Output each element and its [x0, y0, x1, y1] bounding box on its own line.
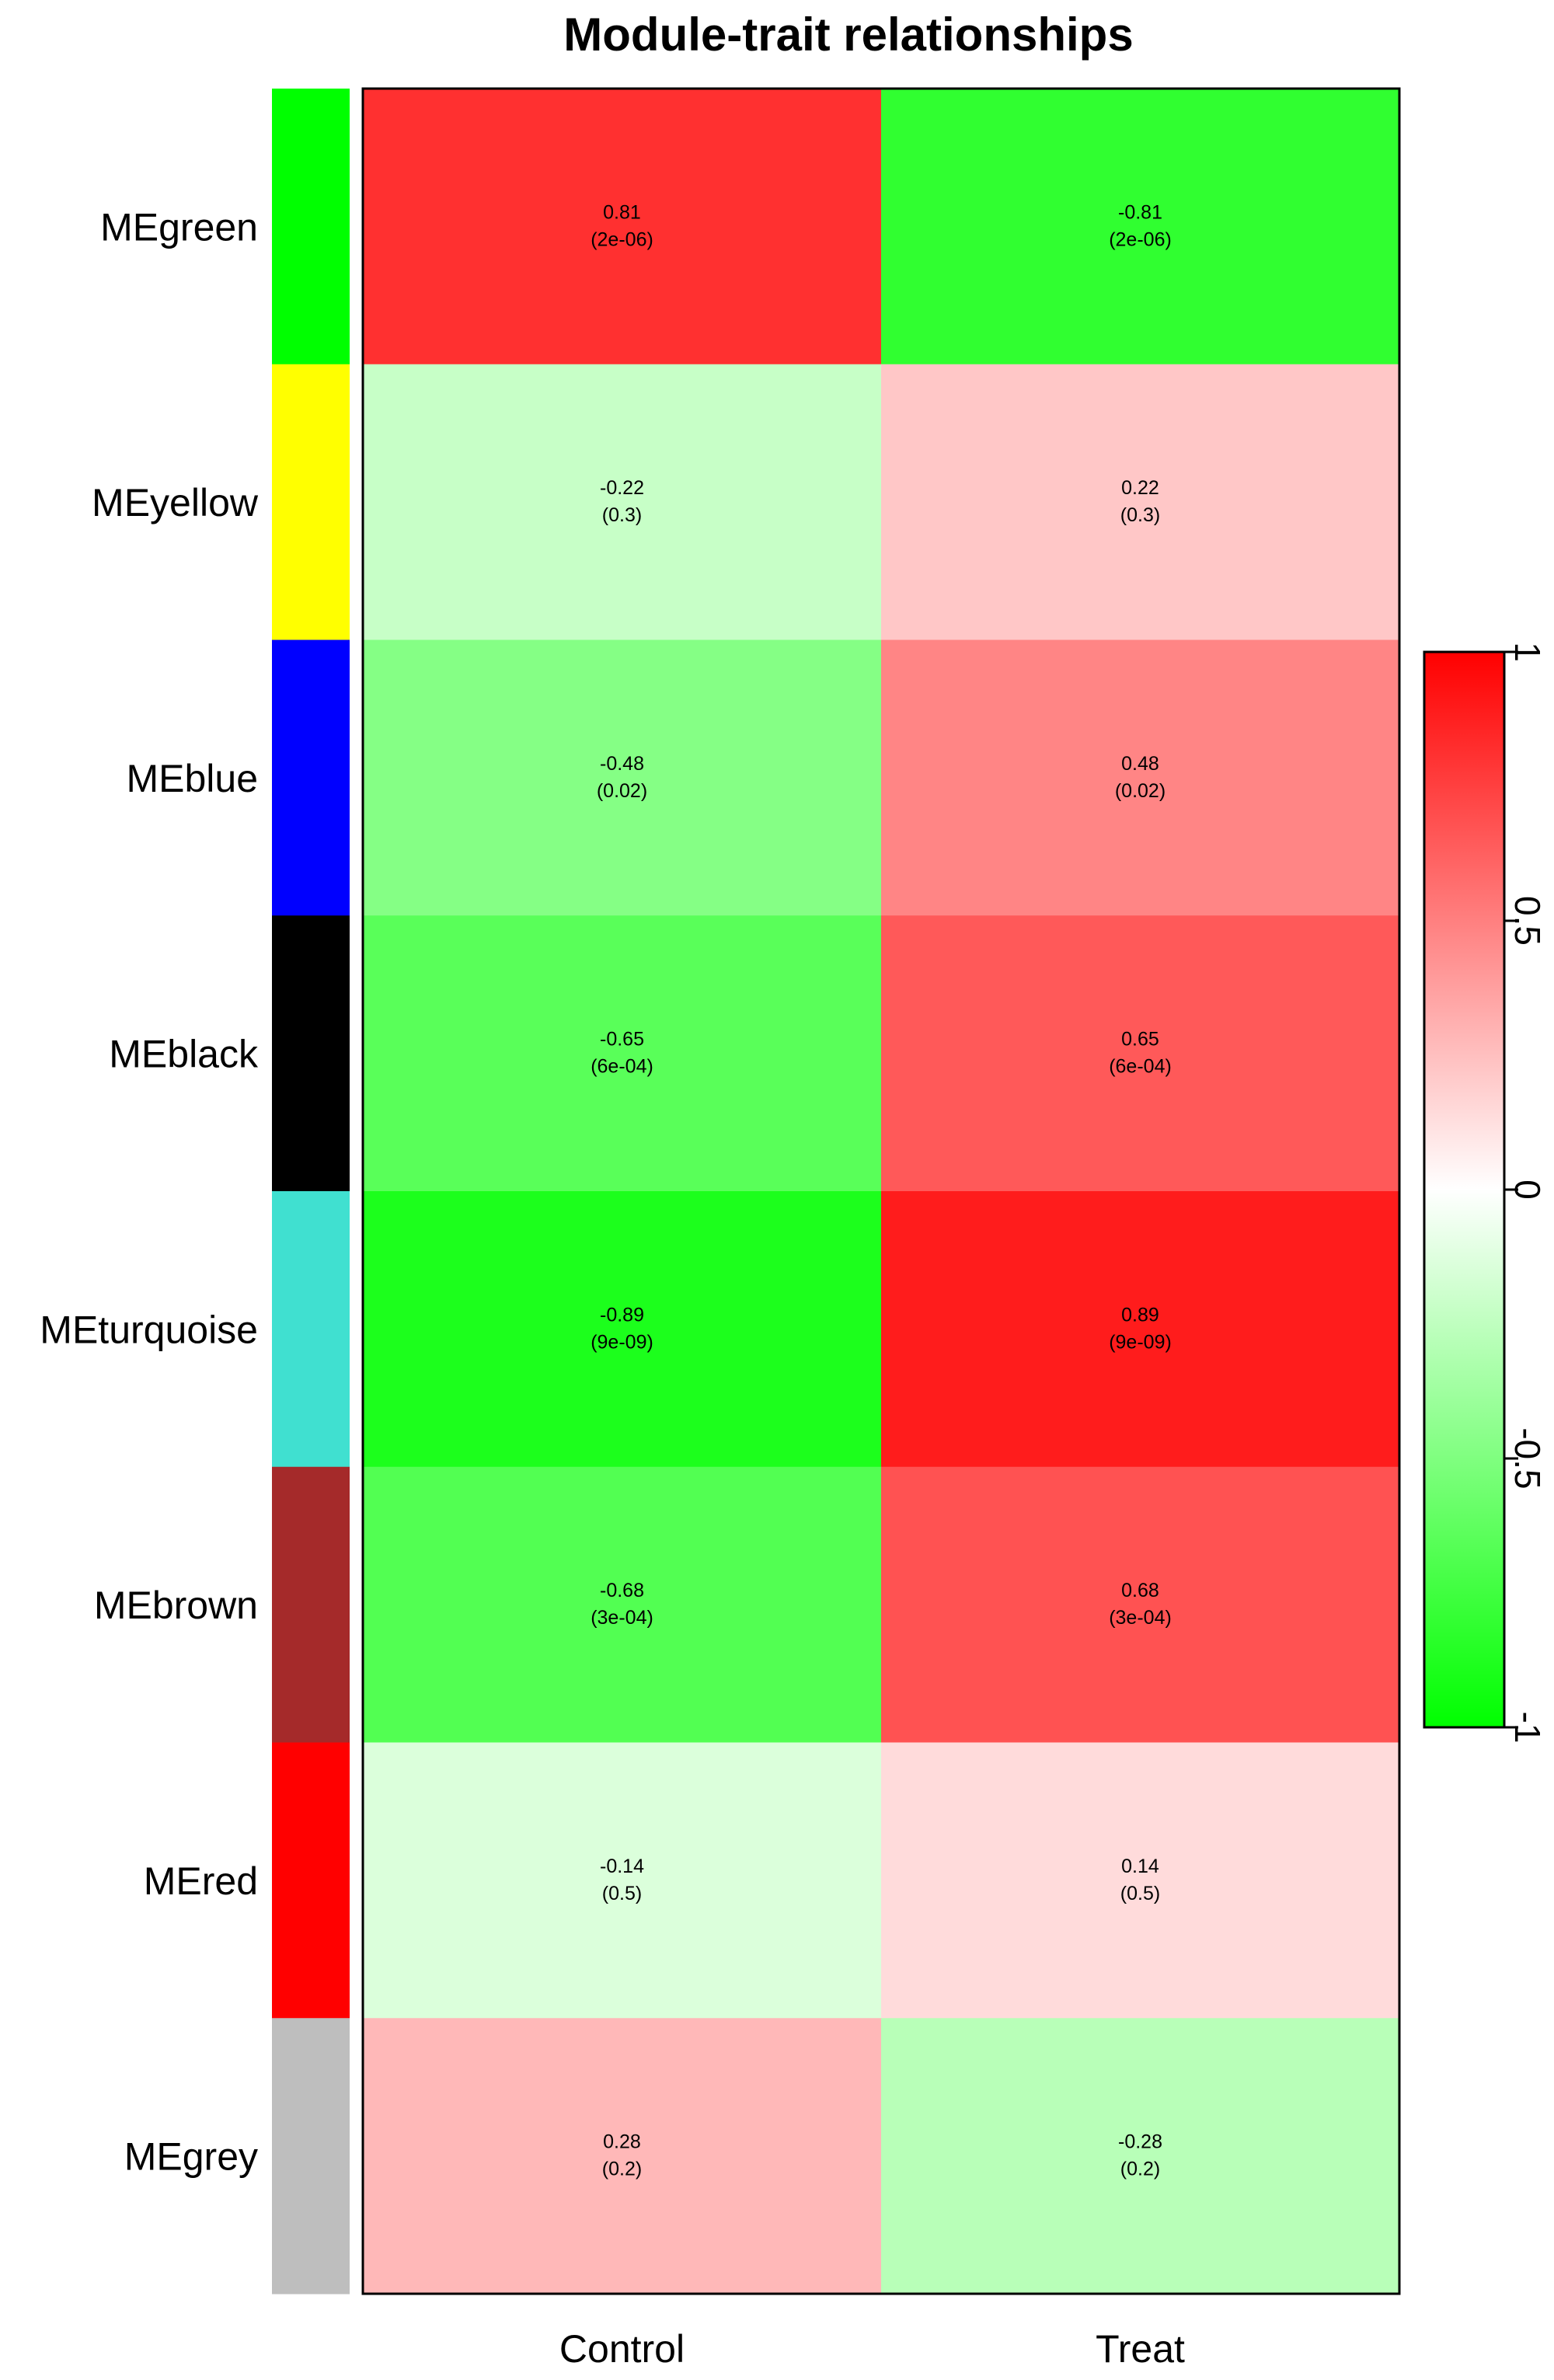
cell-pvalue-MEgreen-Control: (2e-06) — [591, 228, 653, 250]
cell-pvalue-MEbrown-Treat: (3e-04) — [1109, 1607, 1172, 1629]
cell-pvalue-MEblack-Control: (6e-04) — [591, 1056, 653, 1078]
cell-MEblack-Control — [363, 915, 882, 1192]
cell-MEyellow-Treat — [881, 364, 1400, 640]
module-bar-MEgrey — [272, 2018, 350, 2295]
cell-value-MEyellow-Control: -0.22 — [600, 477, 644, 499]
cell-pvalue-MEgreen-Treat: (2e-06) — [1109, 228, 1172, 250]
cell-MEblue-Treat — [881, 639, 1400, 916]
row-label-MEblack: MEblack — [109, 1033, 259, 1076]
cell-pvalue-MEred-Control: (0.5) — [602, 1883, 642, 1904]
cell-value-MEgrey-Control: 0.28 — [603, 2131, 641, 2153]
cell-value-MEturquoise-Treat: 0.89 — [1121, 1304, 1159, 1326]
cell-pvalue-MEblue-Control: (0.02) — [597, 780, 647, 802]
cell-MEbrown-Treat — [881, 1466, 1400, 1743]
cell-MEturquoise-Treat — [881, 1191, 1400, 1468]
chart-title: Module-trait relationships — [563, 9, 1133, 61]
cell-MEgrey-Treat — [881, 2018, 1400, 2295]
color-scale-legend: 1 0.5 0 -0.5 -1 — [1423, 642, 1548, 1744]
cell-MEyellow-Control — [363, 364, 882, 640]
cell-MEred-Control — [363, 1742, 882, 2019]
row-label-MEgreen: MEgreen — [100, 205, 258, 249]
row-label-MEgrey: MEgrey — [124, 2135, 258, 2179]
cell-MEgrey-Control — [363, 2018, 882, 2295]
module-bar-MEblack — [272, 915, 350, 1192]
legend-tick-label-1: 0.5 — [1507, 896, 1548, 946]
module-bar-MEgreen — [272, 89, 350, 365]
cell-MEgreen-Control — [363, 89, 882, 365]
color-scale-bar — [1423, 650, 1506, 1729]
row-label-MEblue: MEblue — [126, 757, 258, 800]
heatmap-border — [361, 87, 1401, 2295]
column-labels: Control Treat — [559, 2327, 1185, 2371]
legend-tick-label-4: -1 — [1507, 1712, 1548, 1744]
cell-MEbrown-Control — [363, 1466, 882, 1743]
legend-tick-label-3: -0.5 — [1507, 1427, 1548, 1489]
row-label-MEred: MEred — [144, 1859, 258, 1903]
cell-value-MEblue-Treat: 0.48 — [1121, 753, 1159, 775]
cell-value-MEbrown-Control: -0.68 — [600, 1580, 644, 1601]
column-label-Control: Control — [559, 2327, 685, 2371]
module-bar-MEred — [272, 1742, 350, 2019]
cell-pvalue-MEgrey-Control: (0.2) — [602, 2159, 642, 2180]
cell-MEturquoise-Control — [363, 1191, 882, 1468]
cell-pvalue-MEblack-Treat: (6e-04) — [1109, 1056, 1172, 1078]
cell-value-MEblue-Control: -0.48 — [600, 753, 644, 775]
module-color-bars — [272, 89, 350, 2295]
cell-value-MEgreen-Control: 0.81 — [603, 201, 641, 223]
cell-value-MEgrey-Treat: -0.28 — [1118, 2131, 1162, 2153]
cell-pvalue-MEbrown-Control: (3e-04) — [591, 1607, 653, 1629]
cell-value-MEbrown-Treat: 0.68 — [1121, 1580, 1159, 1601]
cell-labels: 0.81 (2e-06) -0.81 (2e-06) -0.22 (0.3) 0.22 (0.… — [591, 201, 1172, 2180]
cell-value-MEred-Treat: 0.14 — [1121, 1856, 1159, 1877]
cell-value-MEred-Control: -0.14 — [600, 1856, 644, 1877]
heatmap-cells — [363, 89, 1400, 2295]
legend-tick-label-0: 1 — [1507, 642, 1548, 662]
cell-value-MEturquoise-Control: -0.89 — [600, 1304, 644, 1326]
cell-pvalue-MEgrey-Treat: (0.2) — [1120, 2159, 1160, 2180]
column-label-Treat: Treat — [1096, 2327, 1185, 2371]
cell-pvalue-MEyellow-Treat: (0.3) — [1120, 504, 1160, 526]
cell-MEblack-Treat — [881, 915, 1400, 1192]
module-bar-MEbrown — [272, 1466, 350, 1743]
module-bar-MEturquoise — [272, 1191, 350, 1468]
cell-value-MEblack-Treat: 0.65 — [1121, 1029, 1159, 1051]
legend-tick-label-2: 0 — [1507, 1180, 1548, 1200]
cell-pvalue-MEturquoise-Treat: (9e-09) — [1109, 1331, 1172, 1353]
cell-pvalue-MEred-Treat: (0.5) — [1120, 1883, 1160, 1904]
row-label-MEyellow: MEyellow — [92, 481, 259, 524]
cell-value-MEgreen-Treat: -0.81 — [1118, 201, 1162, 223]
cell-MEgreen-Treat — [881, 89, 1400, 365]
module-bar-MEblue — [272, 639, 350, 916]
row-label-MEbrown: MEbrown — [94, 1584, 258, 1627]
module-bar-MEyellow — [272, 364, 350, 640]
cell-value-MEblack-Control: -0.65 — [600, 1029, 644, 1051]
cell-pvalue-MEblue-Treat: (0.02) — [1115, 780, 1166, 802]
row-label-MEturquoise: MEturquoise — [40, 1308, 258, 1351]
cell-pvalue-MEturquoise-Control: (9e-09) — [591, 1331, 653, 1353]
cell-MEblue-Control — [363, 639, 882, 916]
cell-MEred-Treat — [881, 1742, 1400, 2019]
cell-value-MEyellow-Treat: 0.22 — [1121, 477, 1159, 499]
row-labels: MEgreen MEyellow MEblue MEblack MEturquoise M… — [40, 205, 259, 2178]
cell-pvalue-MEyellow-Control: (0.3) — [602, 504, 642, 526]
